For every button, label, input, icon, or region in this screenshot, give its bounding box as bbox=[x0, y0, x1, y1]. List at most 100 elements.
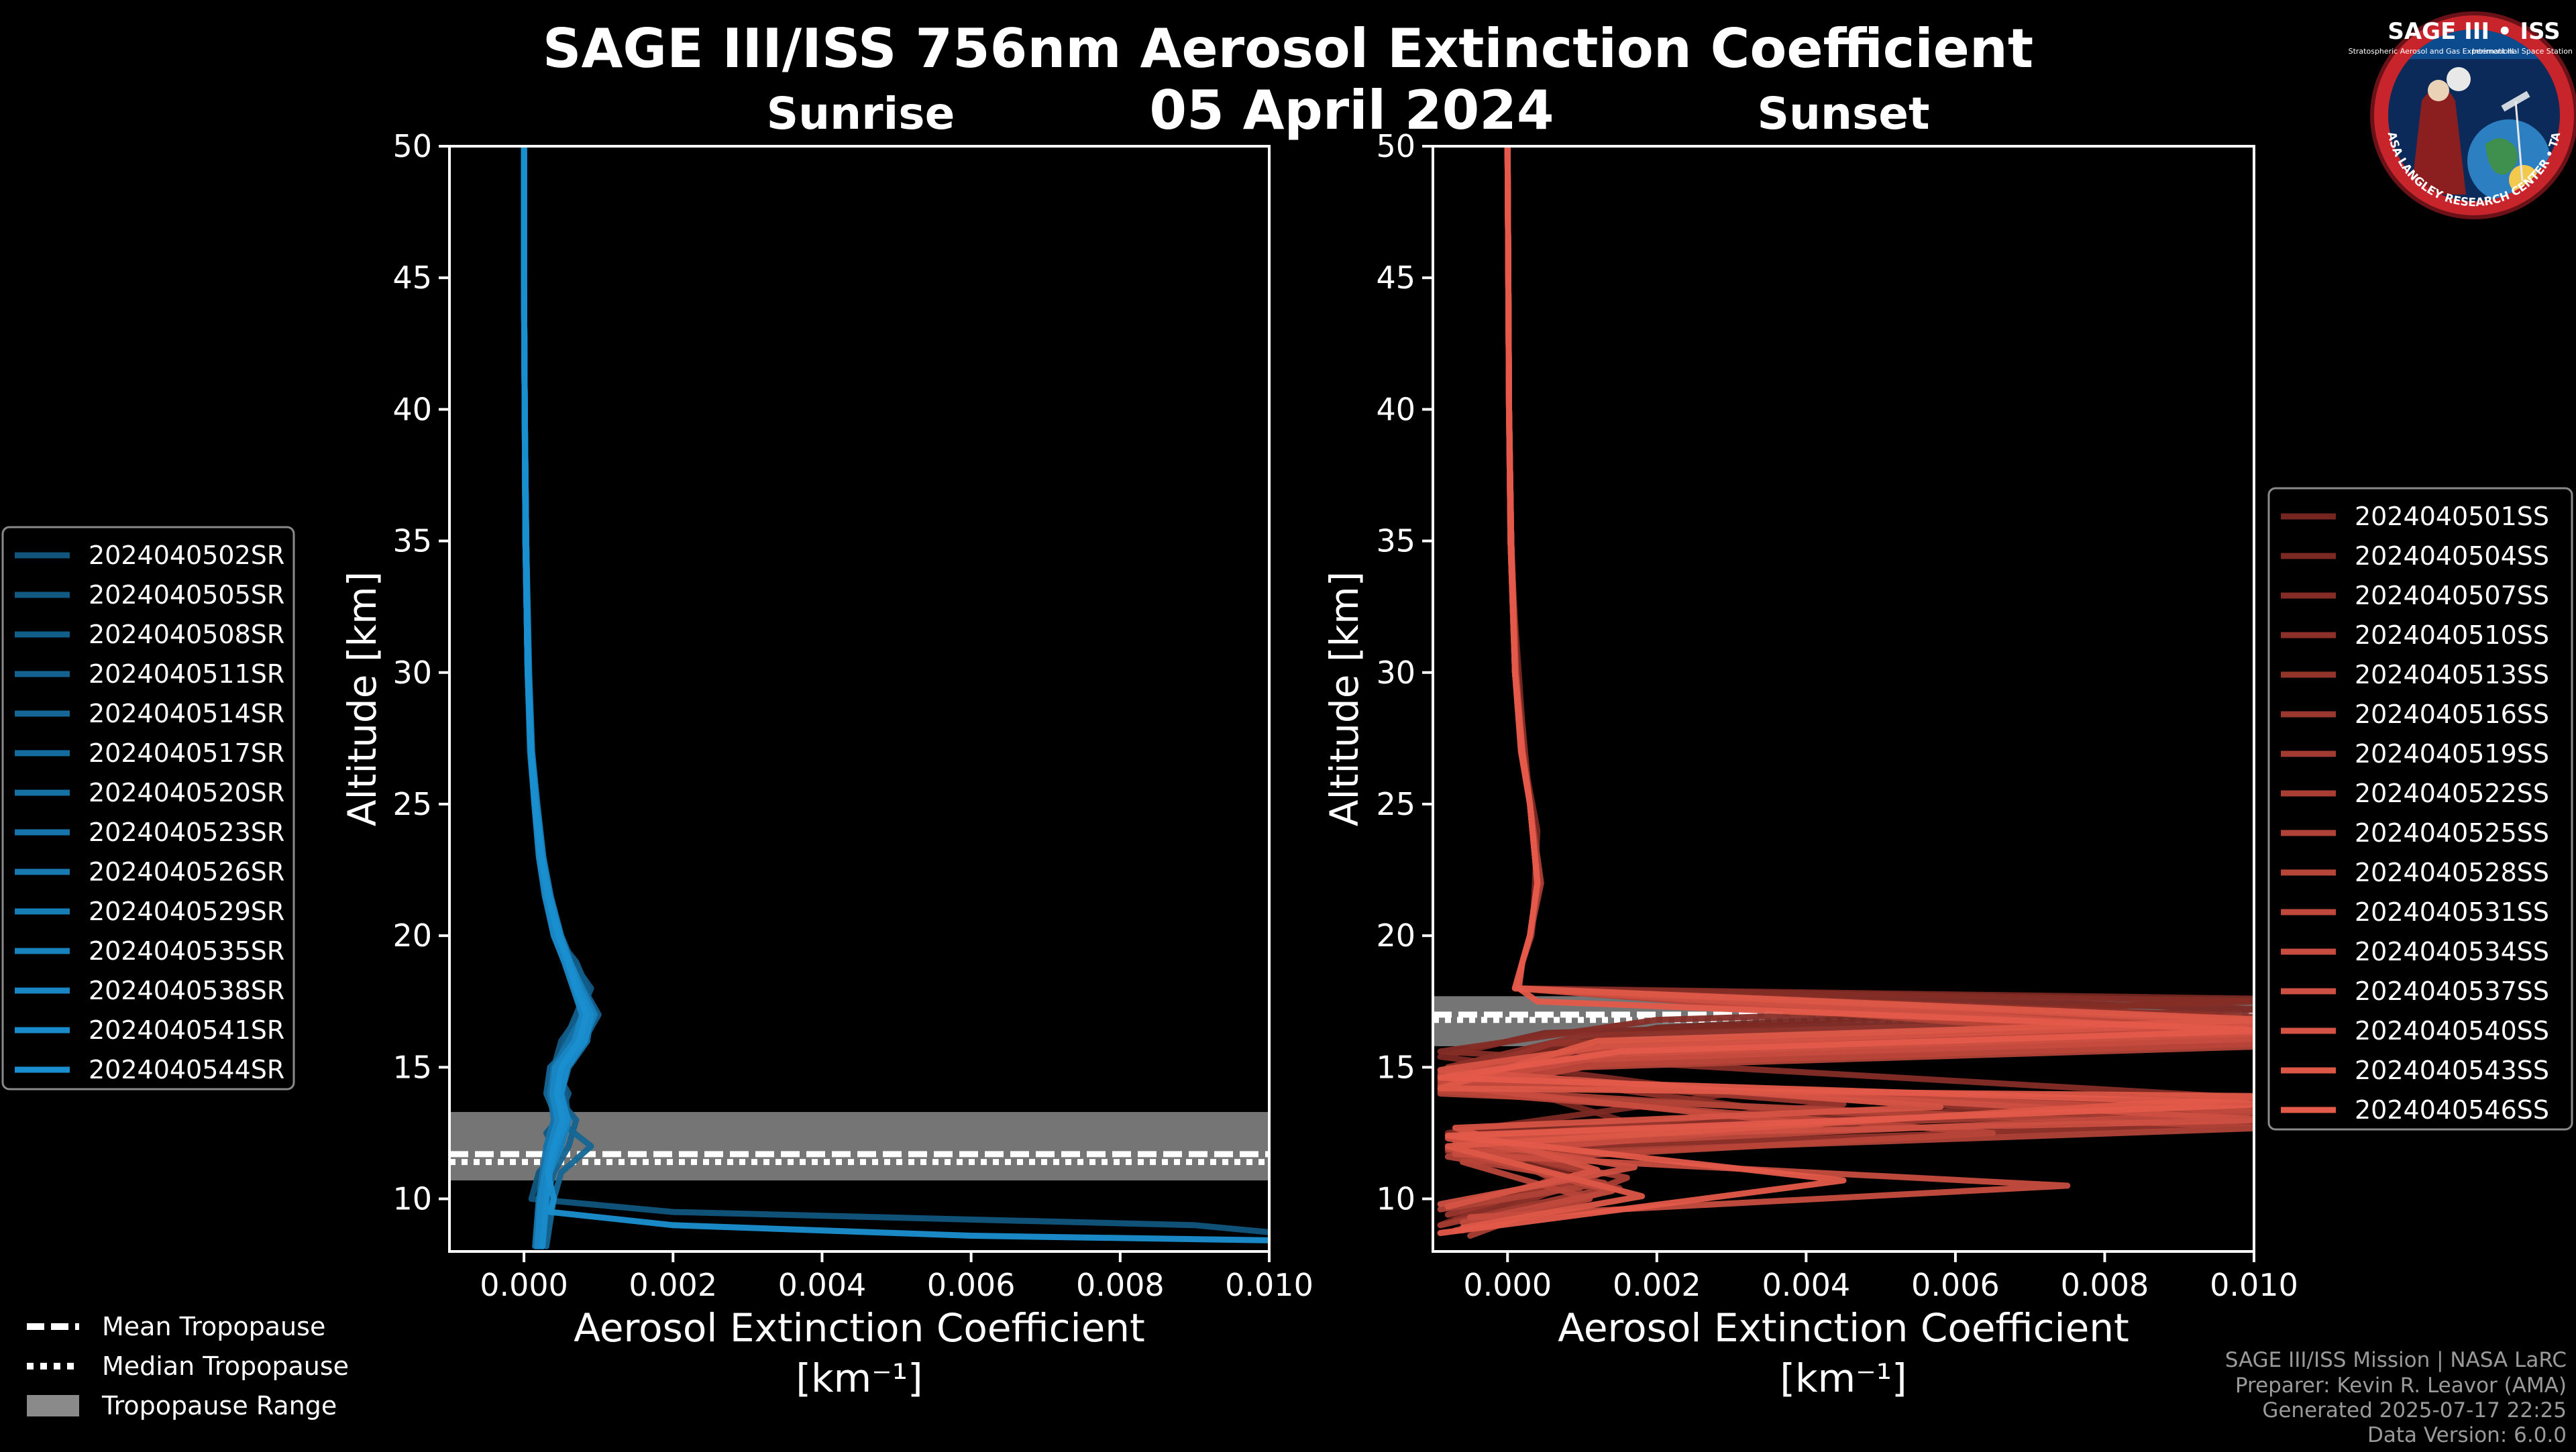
sr-legend-entry: 2024040535SR bbox=[89, 936, 284, 966]
sunset-plot-frame bbox=[1432, 145, 2255, 1253]
sunset-x-axis-unit: [km⁻¹] bbox=[1780, 1355, 1907, 1401]
sr-legend-entry: 2024040505SR bbox=[89, 580, 284, 610]
sunrise-x-axis-unit: [km⁻¹] bbox=[796, 1355, 922, 1401]
sunset-panel-title: Sunset bbox=[1757, 88, 1929, 139]
sr-legend-entry: 2024040520SR bbox=[89, 778, 284, 807]
ss-legend-entry: 2024040507SS bbox=[2355, 581, 2549, 610]
sunset-legend: 2024040501SS 2024040504SS 2024040507SS 2024… bbox=[2267, 487, 2573, 1131]
credits-block: SAGE III/ISS Mission | NASA LaRC Prepare… bbox=[2225, 1348, 2567, 1447]
ss-series-line-2024040546SS bbox=[1437, 146, 2254, 1236]
sunset-x-axis-label: Aerosol Extinction Coefficient bbox=[1558, 1305, 2129, 1351]
sunrise-x-ticks: 0.000 0.002 0.004 0.006 0.008 0.010 bbox=[480, 1251, 1313, 1303]
sunrise-legend-frame bbox=[1, 526, 295, 1091]
main-title: SAGE III/ISS 756nm Aerosol Extinction Co… bbox=[543, 17, 2033, 80]
sr-xtick-label: 0.006 bbox=[927, 1267, 1016, 1303]
ss-legend-entry: 2024040504SS bbox=[2355, 541, 2549, 571]
sr-legend-entry: 2024040514SR bbox=[89, 699, 284, 728]
mean-tropopause-label: Mean Tropopause bbox=[102, 1312, 325, 1341]
ss-legend-entry: 2024040543SS bbox=[2355, 1056, 2549, 1085]
ss-xtick-label: 0.010 bbox=[2210, 1267, 2298, 1303]
sr-ytick-label: 45 bbox=[392, 260, 432, 296]
patch-caption-left: Stratospheric Aerosol and Gas Experiment… bbox=[2349, 47, 2514, 56]
ss-legend-entry: 2024040534SS bbox=[2355, 937, 2549, 966]
sr-legend-entry: 2024040526SR bbox=[89, 857, 284, 887]
ss-ytick-label: 30 bbox=[1376, 655, 1415, 691]
sr-legend-entry: 2024040517SR bbox=[89, 738, 284, 768]
date-title: 05 April 2024 bbox=[1149, 79, 1554, 142]
ss-legend-entry: 2024040513SS bbox=[2355, 660, 2549, 689]
patch-figure-icon bbox=[2411, 87, 2466, 194]
ss-legend-entry: 2024040501SS bbox=[2355, 502, 2549, 531]
ss-xtick-label: 0.006 bbox=[1911, 1267, 2000, 1303]
sunrise-plot-frame bbox=[448, 145, 1271, 1253]
ss-legend-entry: 2024040546SS bbox=[2355, 1095, 2549, 1125]
sr-legend-entry: 2024040529SR bbox=[89, 897, 284, 926]
sr-legend-entry: 2024040523SR bbox=[89, 818, 284, 847]
sr-xtick-label: 0.000 bbox=[480, 1267, 568, 1303]
sr-xtick-label: 0.002 bbox=[629, 1267, 717, 1303]
sr-ytick-label: 40 bbox=[392, 391, 432, 427]
sr-legend-entry: 2024040502SR bbox=[89, 541, 284, 570]
credit-data-version: Data Version: 6.0.0 bbox=[2367, 1423, 2567, 1447]
sr-ytick-label: 15 bbox=[392, 1049, 432, 1085]
sr-legend-entry: 2024040511SR bbox=[89, 659, 284, 689]
patch-moon-icon bbox=[2447, 67, 2471, 91]
sr-ytick-label: 50 bbox=[392, 128, 432, 164]
sunrise-y-ticks: 10 15 20 25 30 35 40 45 50 bbox=[392, 128, 449, 1217]
sunset-legend-frame bbox=[2267, 487, 2573, 1131]
tropopause-range-label: Tropopause Range bbox=[101, 1391, 337, 1420]
sunrise-y-axis-label: Altitude [km] bbox=[339, 571, 385, 826]
sr-legend-entry: 2024040508SR bbox=[89, 620, 284, 649]
sr-ytick-label: 20 bbox=[392, 917, 432, 954]
patch-title: SAGE III • ISS bbox=[2387, 18, 2560, 45]
sr-xtick-label: 0.010 bbox=[1225, 1267, 1313, 1303]
sr-series-line-2024040544SR bbox=[521, 146, 1269, 1243]
sr-tropopause-range-band bbox=[449, 1112, 1269, 1181]
patch-beam-icon bbox=[2514, 101, 2524, 182]
ss-legend-entry: 2024040537SS bbox=[2355, 976, 2549, 1006]
sr-xtick-label: 0.004 bbox=[778, 1267, 867, 1303]
ss-legend-entry: 2024040510SS bbox=[2355, 620, 2549, 650]
ss-legend-entry: 2024040516SS bbox=[2355, 700, 2549, 729]
patch-continent-icon bbox=[2485, 138, 2518, 175]
sr-legend-entry: 2024040544SR bbox=[89, 1055, 284, 1084]
credit-mission: SAGE III/ISS Mission | NASA LaRC bbox=[2225, 1348, 2567, 1372]
sunrise-series-layer bbox=[521, 146, 1269, 1249]
sunset-y-axis-label: Altitude [km] bbox=[1322, 571, 1367, 826]
ss-legend-entry: 2024040528SS bbox=[2355, 858, 2549, 887]
patch-caption-right: International Space Station bbox=[2472, 47, 2573, 56]
ss-xtick-label: 0.000 bbox=[1463, 1267, 1552, 1303]
sr-legend-entry: 2024040541SR bbox=[89, 1015, 284, 1045]
credit-generated: Generated 2025-07-17 22:25 bbox=[2262, 1398, 2567, 1422]
ss-legend-entry: 2024040522SS bbox=[2355, 779, 2549, 808]
median-tropopause-label: Median Tropopause bbox=[102, 1351, 349, 1381]
ss-legend-entry: 2024040540SS bbox=[2355, 1016, 2549, 1046]
sr-legend-entry: 2024040538SR bbox=[89, 976, 284, 1005]
sr-ytick-label: 30 bbox=[392, 655, 432, 691]
ss-ytick-label: 15 bbox=[1376, 1049, 1415, 1085]
sunset-y-ticks: 10 15 20 25 30 35 40 45 50 bbox=[1376, 128, 1433, 1217]
ss-ytick-label: 20 bbox=[1376, 917, 1415, 954]
ss-legend-entry: 2024040519SS bbox=[2355, 739, 2549, 769]
ss-ytick-label: 35 bbox=[1376, 523, 1415, 559]
ss-ytick-label: 45 bbox=[1376, 260, 1415, 296]
ss-ytick-label: 25 bbox=[1376, 786, 1415, 822]
ss-xtick-label: 0.008 bbox=[2061, 1267, 2149, 1303]
sunrise-legend: 2024040502SR 2024040505SR 2024040508SR 2024… bbox=[1, 526, 295, 1091]
tropopause-legend: Mean Tropopause Median Tropopause Tropop… bbox=[27, 1312, 349, 1420]
sunrise-x-axis-label: Aerosol Extinction Coefficient bbox=[574, 1305, 1145, 1351]
ss-xtick-label: 0.002 bbox=[1613, 1267, 1701, 1303]
ss-xtick-label: 0.004 bbox=[1762, 1267, 1851, 1303]
ss-ytick-label: 10 bbox=[1376, 1181, 1415, 1217]
credit-preparer: Preparer: Kevin R. Leavor (AMA) bbox=[2235, 1374, 2567, 1398]
ss-ytick-label: 40 bbox=[1376, 391, 1415, 427]
sunrise-plot-area bbox=[449, 146, 1269, 1251]
sr-ytick-label: 25 bbox=[392, 786, 432, 822]
ss-legend-entry: 2024040531SS bbox=[2355, 897, 2549, 927]
sr-xtick-label: 0.008 bbox=[1076, 1267, 1165, 1303]
sunset-series-layer bbox=[1437, 146, 2254, 1239]
patch-figure-head-icon bbox=[2428, 80, 2449, 101]
